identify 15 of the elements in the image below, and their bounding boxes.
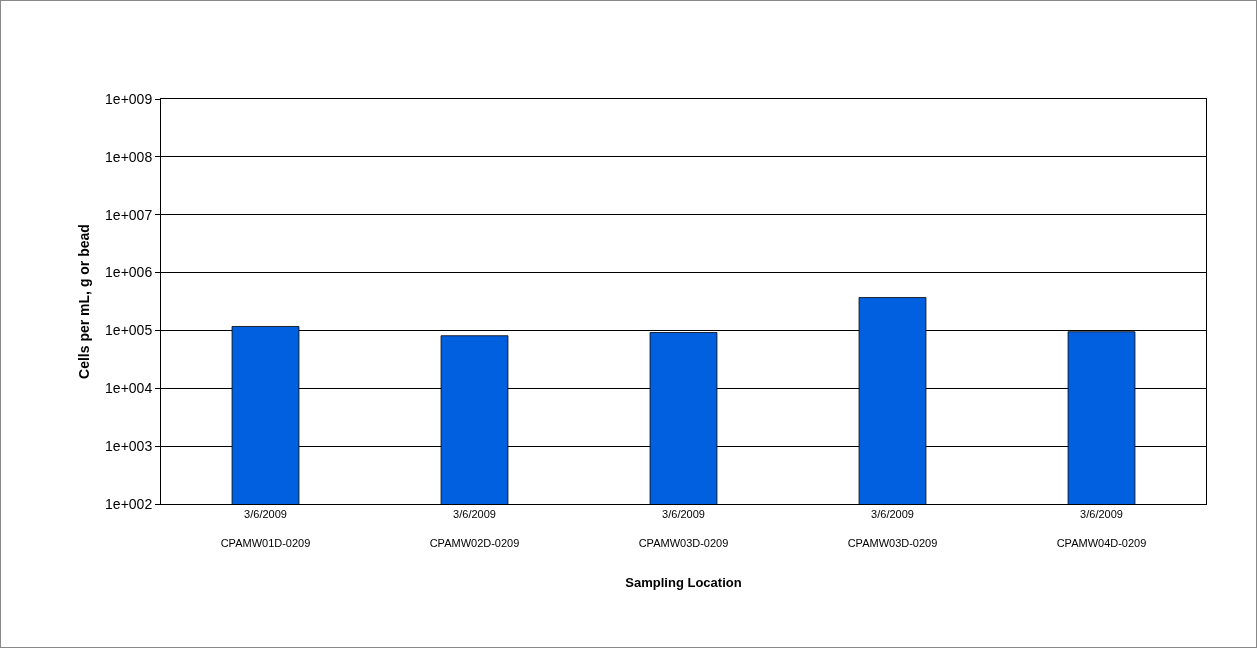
category-label: 3/6/2009 CPAMW03D-0209	[847, 508, 938, 549]
y-tick-label: 1e+009	[105, 90, 153, 107]
category-label: 3/6/2009 CPAMW01D-0209	[220, 508, 311, 549]
y-axis-title: Cells per mL, g or bead	[75, 224, 92, 379]
category-label: 3/6/2009 CPAMW03D-0209	[638, 508, 729, 549]
y-tick-label: 1e+003	[105, 438, 153, 455]
category-label: 3/6/2009 CPAMW04D-0209	[1056, 508, 1147, 549]
x-axis-title: Sampling Location	[625, 575, 742, 591]
y-tick-label: 1e+005	[105, 322, 153, 339]
category-label: 3/6/2009 CPAMW02D-0209	[429, 508, 520, 549]
y-tick-label: 1e+002	[105, 495, 153, 512]
y-tick-label: 1e+004	[105, 380, 153, 397]
y-tick-label: 1e+008	[105, 148, 153, 165]
y-tick-label: 1e+006	[105, 264, 153, 281]
y-tick-label: 1e+007	[105, 206, 153, 223]
